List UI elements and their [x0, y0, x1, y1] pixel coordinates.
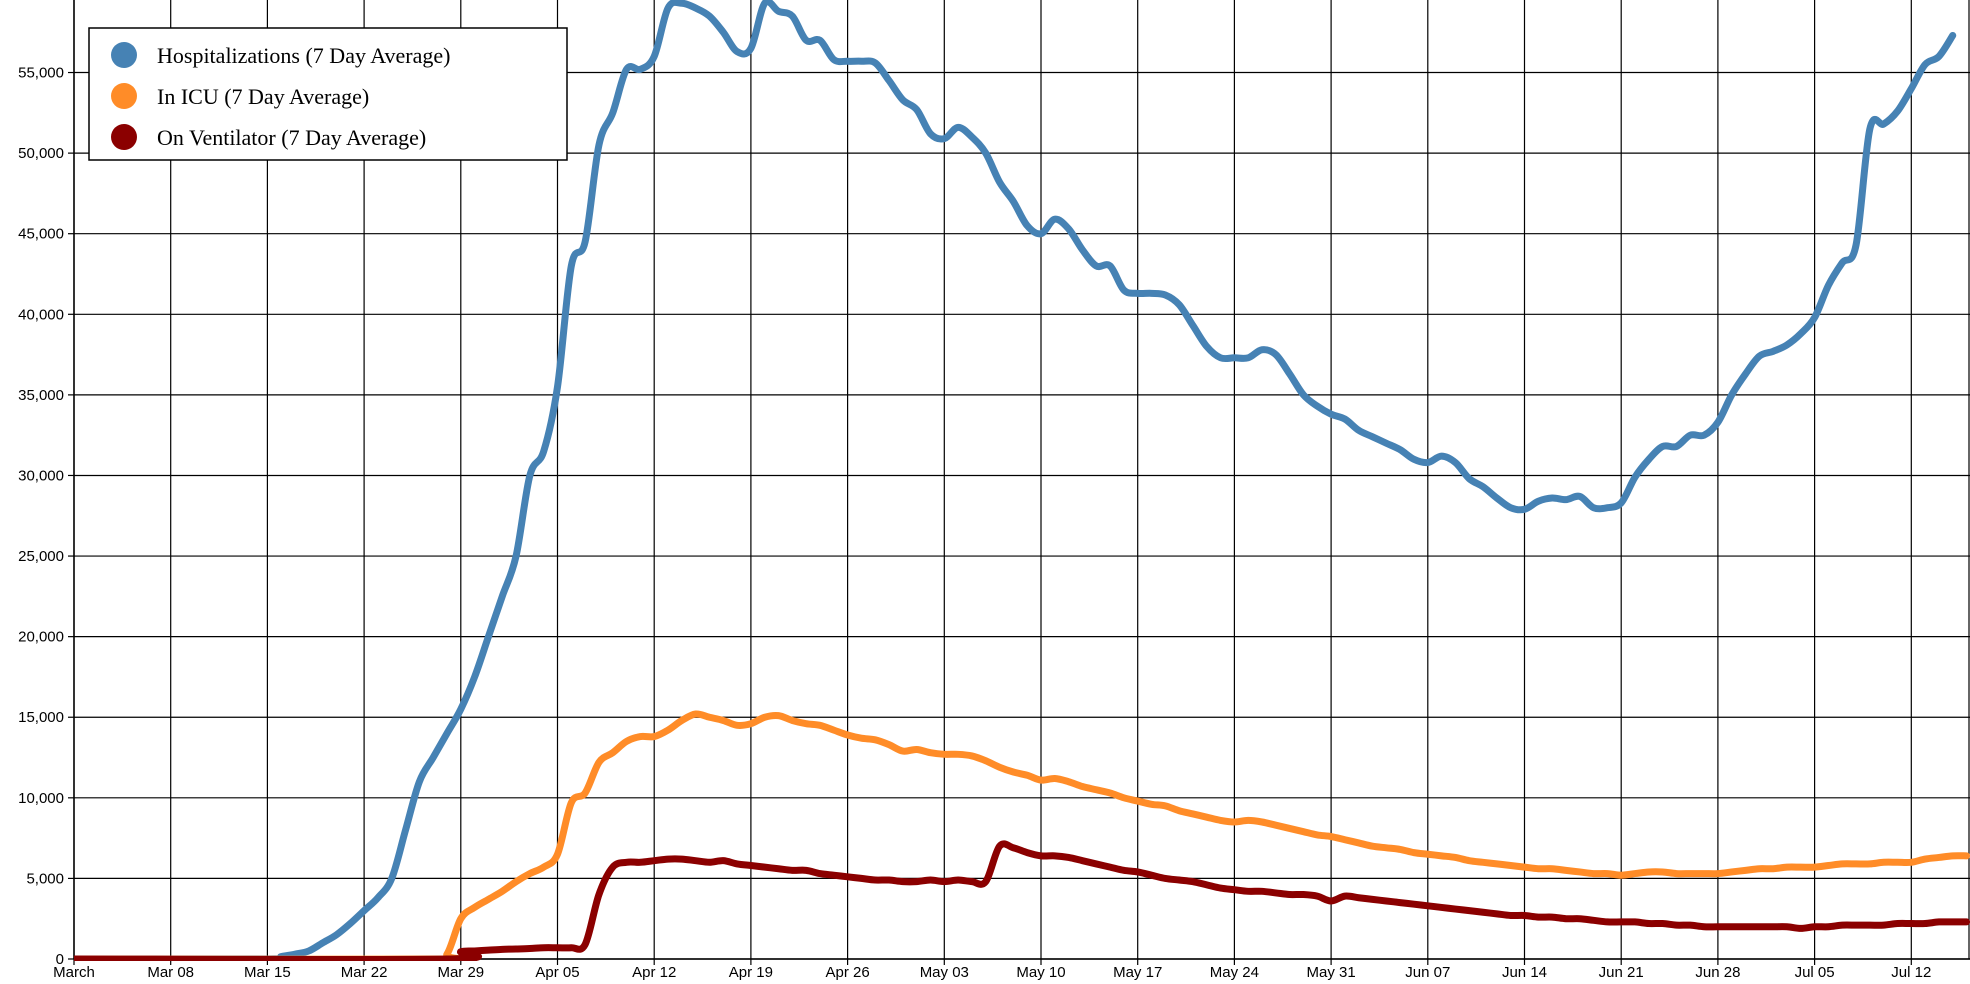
y-tick-label-10-000: 10,000: [18, 790, 64, 807]
x-tick-label-may-17: May 17: [1113, 964, 1162, 981]
x-tick-label-march: March: [53, 964, 95, 981]
axes: March Mar 08 Mar 15 Mar 22 Mar 29 Apr 05 Apr 1…: [18, 0, 1970, 981]
y-tick-label-50-000: 50,000: [18, 145, 64, 162]
y-tick-label-35-000: 35,000: [18, 387, 64, 404]
x-tick-label-mar-29: Mar 29: [437, 964, 484, 981]
x-tick-label-jun-21: Jun 21: [1599, 964, 1644, 981]
legend-label-on-ventilator-7-day-average: On Ventilator (7 Day Average): [157, 125, 426, 150]
x-tick-label-apr-05: Apr 05: [535, 964, 579, 981]
x-tick-label-mar-08: Mar 08: [147, 964, 194, 981]
legend-marker-hospitalizations-7-day-average: [111, 42, 137, 68]
legend-label-in-icu-7-day-average: In ICU (7 Day Average): [157, 84, 369, 109]
x-tick-label-apr-19: Apr 19: [729, 964, 773, 981]
series-lines: [74, 0, 1970, 961]
x-tick-label-jul-05: Jul 05: [1795, 964, 1835, 981]
legend: Hospitalizations (7 Day Average) In ICU (…: [88, 27, 568, 161]
legend-label-hospitalizations-7-day-average: Hospitalizations (7 Day Average): [157, 43, 450, 68]
x-tick-label-apr-26: Apr 26: [825, 964, 869, 981]
legend-marker-in-icu-7-day-average: [111, 83, 137, 109]
x-tick-label-may-31: May 31: [1306, 964, 1355, 981]
legend-marker-on-ventilator-7-day-average: [111, 124, 137, 150]
x-tick-label-apr-12: Apr 12: [632, 964, 676, 981]
y-tick-label-40-000: 40,000: [18, 306, 64, 323]
x-tick-label-may-10: May 10: [1016, 964, 1065, 981]
y-tick-label-15-000: 15,000: [18, 709, 64, 726]
legend-box: [88, 27, 568, 161]
x-tick-label-may-03: May 03: [920, 964, 969, 981]
y-tick-label-25-000: 25,000: [18, 548, 64, 565]
x-tick-label-mar-22: Mar 22: [341, 964, 388, 981]
y-tick-label-20-000: 20,000: [18, 629, 64, 646]
series-line-in-icu-7-day-average: [74, 710, 1970, 961]
x-tick-label-may-24: May 24: [1210, 964, 1259, 981]
y-tick-label-45-000: 45,000: [18, 226, 64, 243]
y-tick-label-30-000: 30,000: [18, 467, 64, 484]
series-line-hospitalizations-7-day-average: [74, 0, 1957, 961]
y-tick-label-55-000: 55,000: [18, 65, 64, 82]
x-tick-label-jun-07: Jun 07: [1405, 964, 1450, 981]
x-tick-label-jun-14: Jun 14: [1502, 964, 1547, 981]
y-tick-label-5-000: 5,000: [26, 870, 64, 887]
x-tick-label-mar-15: Mar 15: [244, 964, 291, 981]
y-tick-label-0: 0: [56, 951, 64, 968]
series-line-on-ventilator-7-day-average: [74, 840, 1970, 961]
x-tick-label-jun-28: Jun 28: [1695, 964, 1740, 981]
x-tick-label-jul-12: Jul 12: [1891, 964, 1931, 981]
